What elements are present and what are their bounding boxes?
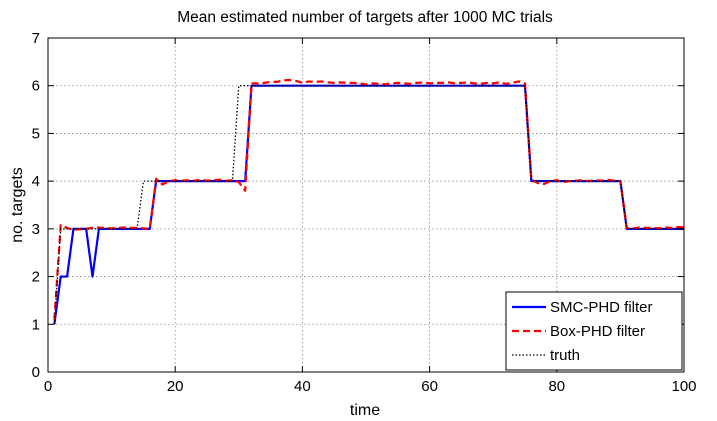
legend-label-3: truth bbox=[550, 347, 580, 364]
y-tick-label: 5 bbox=[32, 125, 40, 142]
legend-label-1: SMC-PHD filter bbox=[550, 299, 653, 316]
y-tick-label: 4 bbox=[32, 173, 40, 190]
x-tick-label: 40 bbox=[294, 378, 311, 395]
legend: SMC-PHD filter Box-PHD filter truth bbox=[505, 291, 683, 371]
y-axis-label: no. targets bbox=[9, 167, 26, 243]
axes-box bbox=[47, 37, 685, 373]
x-tick-label: 0 bbox=[44, 378, 52, 395]
y-tick-label: 1 bbox=[32, 316, 40, 333]
y-tick-label: 3 bbox=[32, 221, 40, 238]
legend-label-2: Box-PHD filter bbox=[550, 323, 645, 340]
tick-labels: 0 20 40 60 80 100 0 1 2 3 4 5 6 7 bbox=[32, 30, 697, 395]
series-line-3 bbox=[53, 85, 684, 325]
chart-title: Mean estimated number of targets after 1… bbox=[177, 9, 553, 26]
series-lines bbox=[53, 78, 685, 325]
y-tick-label: 0 bbox=[32, 364, 40, 381]
x-tick-label: 80 bbox=[548, 378, 565, 395]
y-tick-label: 6 bbox=[32, 78, 40, 95]
series-line-2 bbox=[53, 78, 685, 320]
x-axis-label: time bbox=[350, 402, 380, 419]
y-tick-label: 2 bbox=[32, 269, 40, 286]
x-tick-label: 60 bbox=[421, 378, 438, 395]
x-tick-label: 20 bbox=[167, 378, 184, 395]
y-tick-label: 7 bbox=[32, 30, 40, 47]
x-tick-label: 100 bbox=[671, 378, 696, 395]
